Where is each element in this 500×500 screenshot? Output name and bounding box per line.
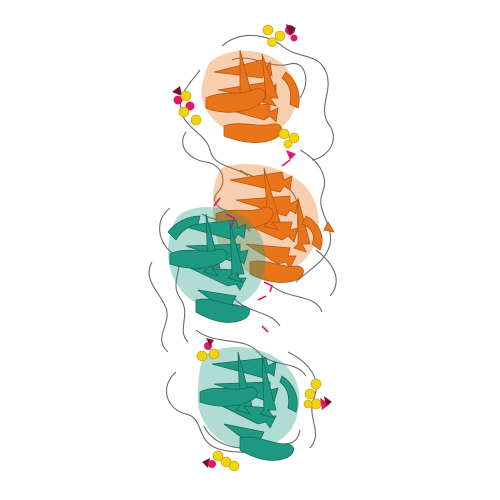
ligand-cluster-middle <box>278 128 300 160</box>
ligand-cluster-bottom <box>202 450 240 472</box>
ligand-cluster-right-lower <box>303 378 332 410</box>
interface-sticks <box>213 159 291 333</box>
chain-a-upper-domain <box>201 49 300 143</box>
ligand-cluster-left-upper <box>172 86 202 126</box>
chain-b-lower-domain <box>197 347 300 461</box>
ligand-cluster-top <box>262 24 298 47</box>
chain-b-upper-domain <box>167 207 266 323</box>
ligand-cluster-left-lower <box>196 338 220 362</box>
